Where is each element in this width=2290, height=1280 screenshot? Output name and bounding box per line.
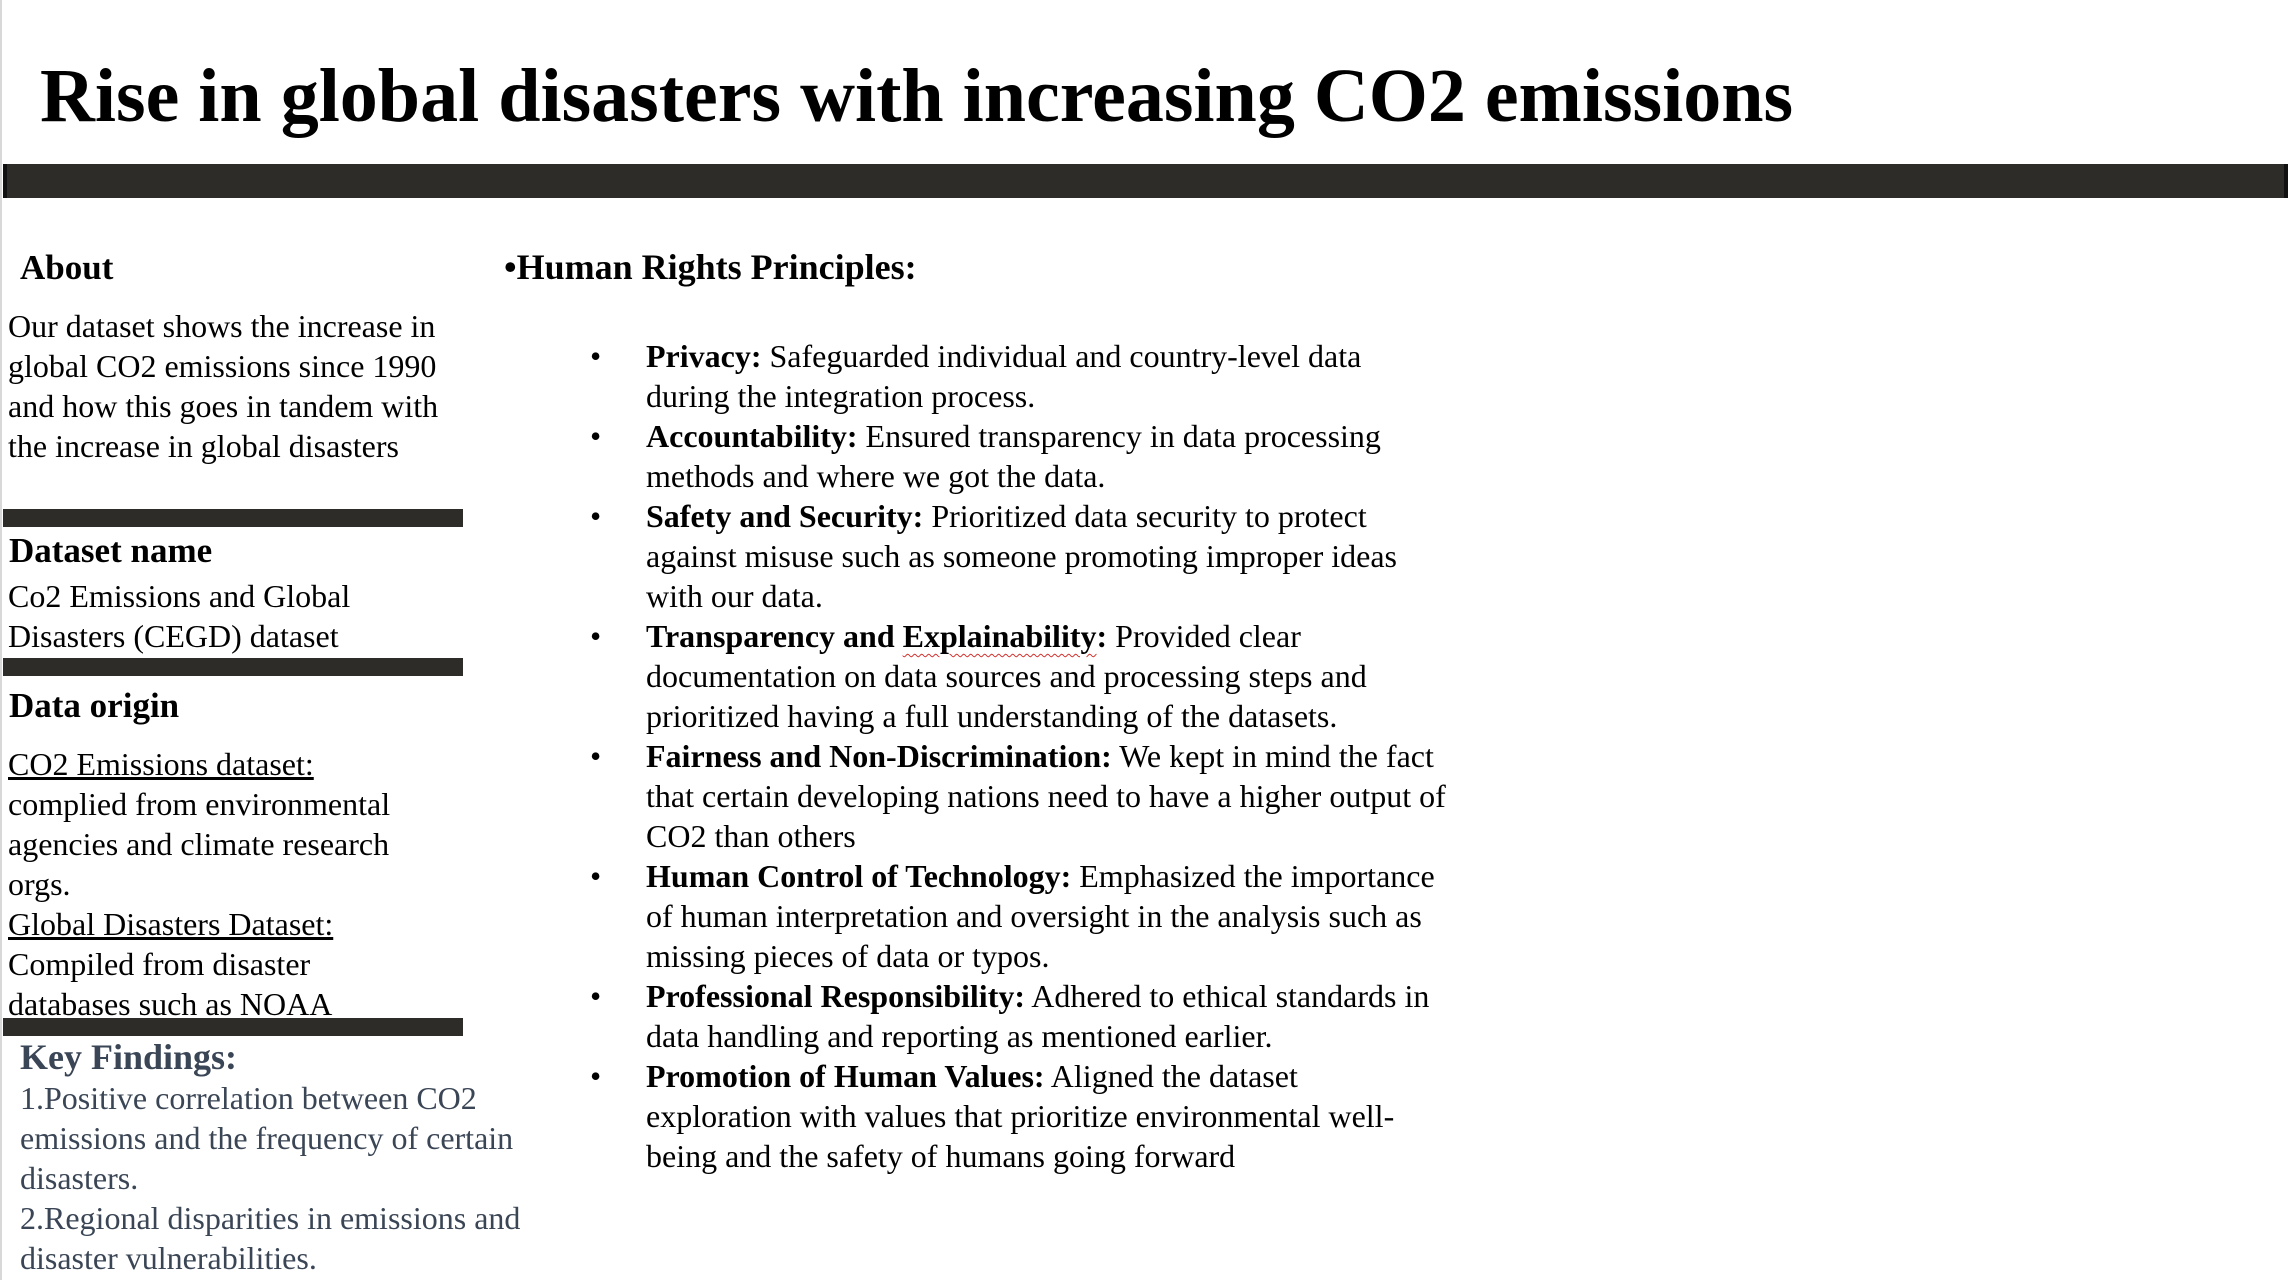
key-findings-heading: Key Findings: (20, 1037, 238, 1077)
dataset-name-text: Co2 Emissions and Global Disasters (CEGD… (8, 576, 408, 656)
co2-dataset-label: CO2 Emissions dataset: (8, 746, 314, 782)
bullet: • (590, 978, 602, 1014)
bullet: • (590, 498, 602, 534)
principle-term: Professional Responsibility: (646, 978, 1025, 1014)
principle-item: • Promotion of Human Values: Aligned the… (590, 1056, 1450, 1176)
dataset-name-divider-bar (3, 658, 463, 676)
principles-list: • Privacy: Safeguarded individual and co… (590, 336, 1450, 1176)
key-finding-item: 1.Positive correlation between CO2 emiss… (20, 1080, 514, 1196)
bullet: • (590, 738, 602, 774)
principle-text: Provided clear documentation on data sou… (646, 618, 1367, 734)
bullet: • (590, 338, 602, 374)
principle-item: • Transparency and Explainability: Provi… (590, 616, 1450, 736)
disasters-dataset-text: Compiled from disaster databases such as… (8, 946, 333, 1022)
principle-item: • Accountability: Ensured transparency i… (590, 416, 1450, 496)
principle-item: • Safety and Security: Prioritized data … (590, 496, 1450, 616)
principle-item: • Fairness and Non-Discrimination: We ke… (590, 736, 1450, 856)
bullet: • (590, 858, 602, 894)
title-divider-bar (3, 164, 2288, 198)
principle-term: Safety and Security: (646, 498, 924, 534)
disasters-dataset-label: Global Disasters Dataset: (8, 906, 334, 942)
bullet: • (590, 618, 602, 654)
principle-term-part: Transparency and (646, 618, 903, 654)
data-origin-heading: Data origin (9, 686, 180, 725)
principle-term: Human Control of Technology: (646, 858, 1072, 894)
human-rights-heading: •Human Rights Principles: (504, 247, 917, 287)
about-divider-bar (3, 509, 463, 527)
principle-text: We kept in mind the fact that certain de… (646, 738, 1446, 854)
about-paragraph: Our dataset shows the increase in global… (8, 308, 439, 464)
principle-text: Ensured transparency in data processing … (646, 418, 1381, 494)
principle-text: Aligned the dataset exploration with val… (646, 1058, 1395, 1174)
principle-term: Privacy: (646, 338, 762, 374)
principle-text: Safeguarded individual and country-level… (646, 338, 1362, 414)
data-origin-divider-bar (3, 1018, 463, 1036)
principle-term: Promotion of Human Values: (646, 1058, 1045, 1094)
co2-dataset-text: complied from environmental agencies and… (8, 786, 391, 902)
bullet: • (590, 1058, 602, 1094)
dataset-name-heading: Dataset name (9, 531, 213, 570)
principle-item: • Privacy: Safeguarded individual and co… (590, 336, 1450, 416)
principle-text: Prioritized data security to protect aga… (646, 498, 1397, 614)
key-finding-item: 2.Regional disparities in emissions and … (20, 1200, 521, 1276)
page-title: Rise in global disasters with increasing… (40, 54, 1794, 138)
spellcheck-flagged-word: Explainability (902, 618, 1097, 654)
principle-item: • Human Control of Technology: Emphasize… (590, 856, 1450, 976)
principle-term-part: : (1096, 618, 1108, 654)
principle-item: • Professional Responsibility: Adhered t… (590, 976, 1450, 1056)
dataset-name-paragraph: Co2 Emissions and Global Disasters (CEGD… (8, 578, 351, 654)
slide-left-edge (0, 0, 2, 1280)
about-heading: About (20, 248, 114, 287)
about-text: Our dataset shows the increase in global… (8, 306, 448, 466)
principle-text: Emphasized the importance of human inter… (646, 858, 1435, 974)
bullet: • (590, 418, 602, 454)
principle-term: Accountability: (646, 418, 858, 454)
data-origin-text: CO2 Emissions dataset: complied from env… (8, 744, 428, 1024)
key-findings-list: 1.Positive correlation between CO2 emiss… (20, 1078, 580, 1278)
principle-term: Transparency and Explainability: (646, 618, 1107, 654)
principle-term: Fairness and Non-Discrimination: (646, 738, 1112, 774)
principle-text: Adhered to ethical standards in data han… (646, 978, 1430, 1054)
